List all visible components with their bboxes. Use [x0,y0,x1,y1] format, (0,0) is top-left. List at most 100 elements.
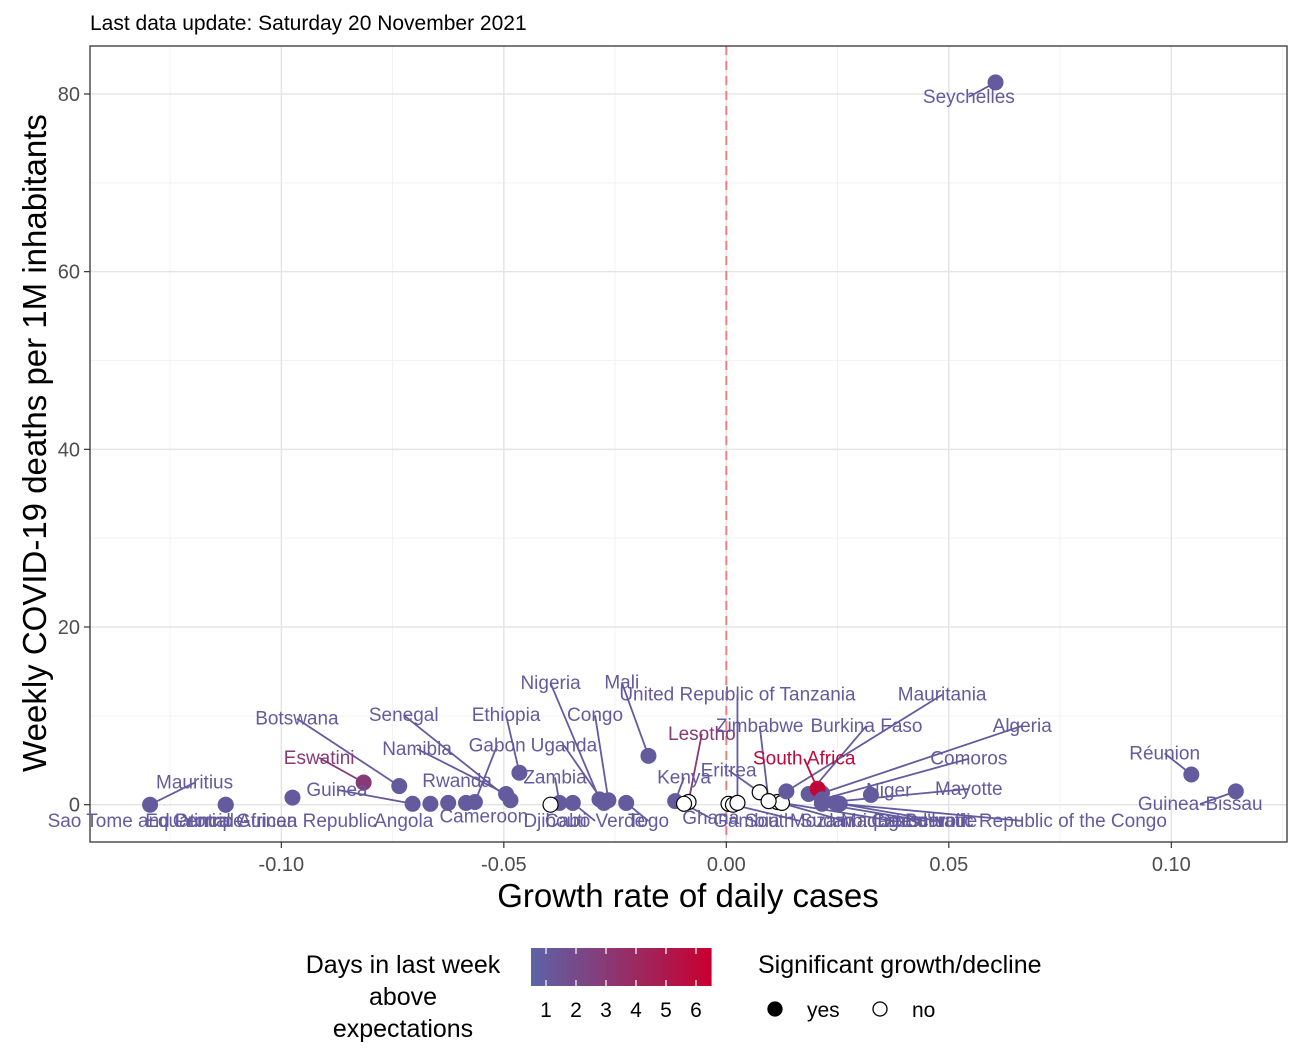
colorbar-tick-label: 5 [660,999,672,1022]
legend: Days in last week above expectations 1 2 3 4 5 6… [306,948,1042,1043]
colorbar-segment [566,948,572,986]
data-point [640,747,657,764]
label-connector [336,788,413,805]
data-point [422,795,439,812]
data-point [404,795,421,812]
colorbar-tick-label: 4 [630,999,642,1022]
data-label: Angola [374,811,434,832]
label-connector [403,714,512,801]
data-point [542,796,559,813]
shape-legend-label: yes [807,999,840,1022]
data-label: Eswatini [284,748,355,769]
label-connector [474,745,498,803]
data-point [675,795,693,812]
data-label: Gambia [713,811,780,832]
y-tick-label: 0 [69,795,80,817]
x-tick-label: 0.00 [707,854,746,876]
label-connector [687,733,703,803]
label-connector [549,682,601,800]
data-label: Mozambique [790,811,899,832]
colorbar-segment [586,948,592,986]
data-label: Djibouti [523,811,586,832]
data-point [564,794,581,811]
data-label: Guinea [306,780,368,801]
label-connector [296,717,400,787]
colorbar-segment [621,948,627,986]
colorbar-segment [606,948,612,986]
colorbar-tick-label: 6 [690,999,702,1022]
data-label: Comoros [930,749,1007,770]
colorbar-tick-label: 3 [600,999,612,1022]
label-connector [318,757,365,784]
y-tick-label: 80 [58,84,80,106]
x-tick-label: -0.10 [259,854,305,876]
label-connector [785,693,943,793]
data-point [440,794,457,811]
data-label: Nigeria [520,673,581,694]
data-label: Lesotho [668,724,736,745]
label-connector [620,682,650,757]
label-connector [821,757,970,801]
colorbar-segment [651,948,657,986]
data-label: Zambia [523,767,587,788]
data-point [595,794,612,811]
data-point [355,774,372,791]
data-label: Burundi [905,811,971,832]
data-label: Kenya [657,767,711,788]
data-label: Burkina Faso [811,716,923,737]
data-label: Central African Republic [173,811,377,832]
data-label: Seychelles [923,87,1015,108]
data-point [502,792,519,809]
data-label: Mayotte [935,779,1003,800]
data-label: Eritrea [701,760,757,781]
shape-legend-title: Significant growth/decline [758,951,1042,979]
label-connector [839,802,1023,822]
data-label: Equatorial Guinea [145,811,298,832]
shape-legend-label: no [912,999,935,1022]
label-connector [758,725,770,802]
data-point [862,786,879,803]
legend-open-circle [872,1001,888,1017]
data-point [729,794,746,812]
data-point [1183,766,1200,783]
data-label: Guinea-Bissau [1138,794,1263,815]
data-label: Ethiopia [472,705,541,726]
data-point [217,796,234,813]
colorbar-segment [676,948,682,986]
data-label: Congo [567,705,623,726]
color-legend-title: above [369,983,437,1011]
colorbar-segment [706,948,712,986]
data-label: Cabo Verde [545,811,645,832]
data-labels: Seychelles Mauritius Sao Tome and Principe… [48,87,1263,832]
data-point [458,794,475,811]
x-tick-label: -0.05 [481,854,527,876]
legend-filled-circle [767,1001,783,1017]
colorbar-segment [671,948,677,986]
data-label: United Republic of Tanzania [619,685,856,706]
colorbar-segment [636,948,642,986]
colorbar-segment [571,948,577,986]
data-label: Sao Tome and Principe [48,811,244,832]
data-point [391,778,408,795]
data-point [284,789,301,806]
data-label: Madagascar [841,811,946,832]
label-connector [594,715,610,801]
colorbar-segment [546,948,552,986]
colorbar-segment [686,948,692,986]
data-label: Senegal [369,705,439,726]
data-label: Mauritania [898,685,987,706]
colorbar-segment [541,948,547,986]
label-connector [149,781,195,806]
colorbar-segment [596,948,602,986]
colorbar-segment [576,948,582,986]
colorbar-segment [626,948,632,986]
colorbar-segment [661,948,667,986]
color-legend-title: Days in last week [306,951,501,979]
plot-panel: -0.10 -0.05 0.00 0.05 0.10 0 20 40 60 80 [58,45,1288,876]
data-label: Niger [866,781,912,802]
data-point [760,793,777,810]
colorbar-segment [581,948,587,986]
data-label: Rwanda [422,771,492,792]
data-label: Ghana [682,808,739,829]
